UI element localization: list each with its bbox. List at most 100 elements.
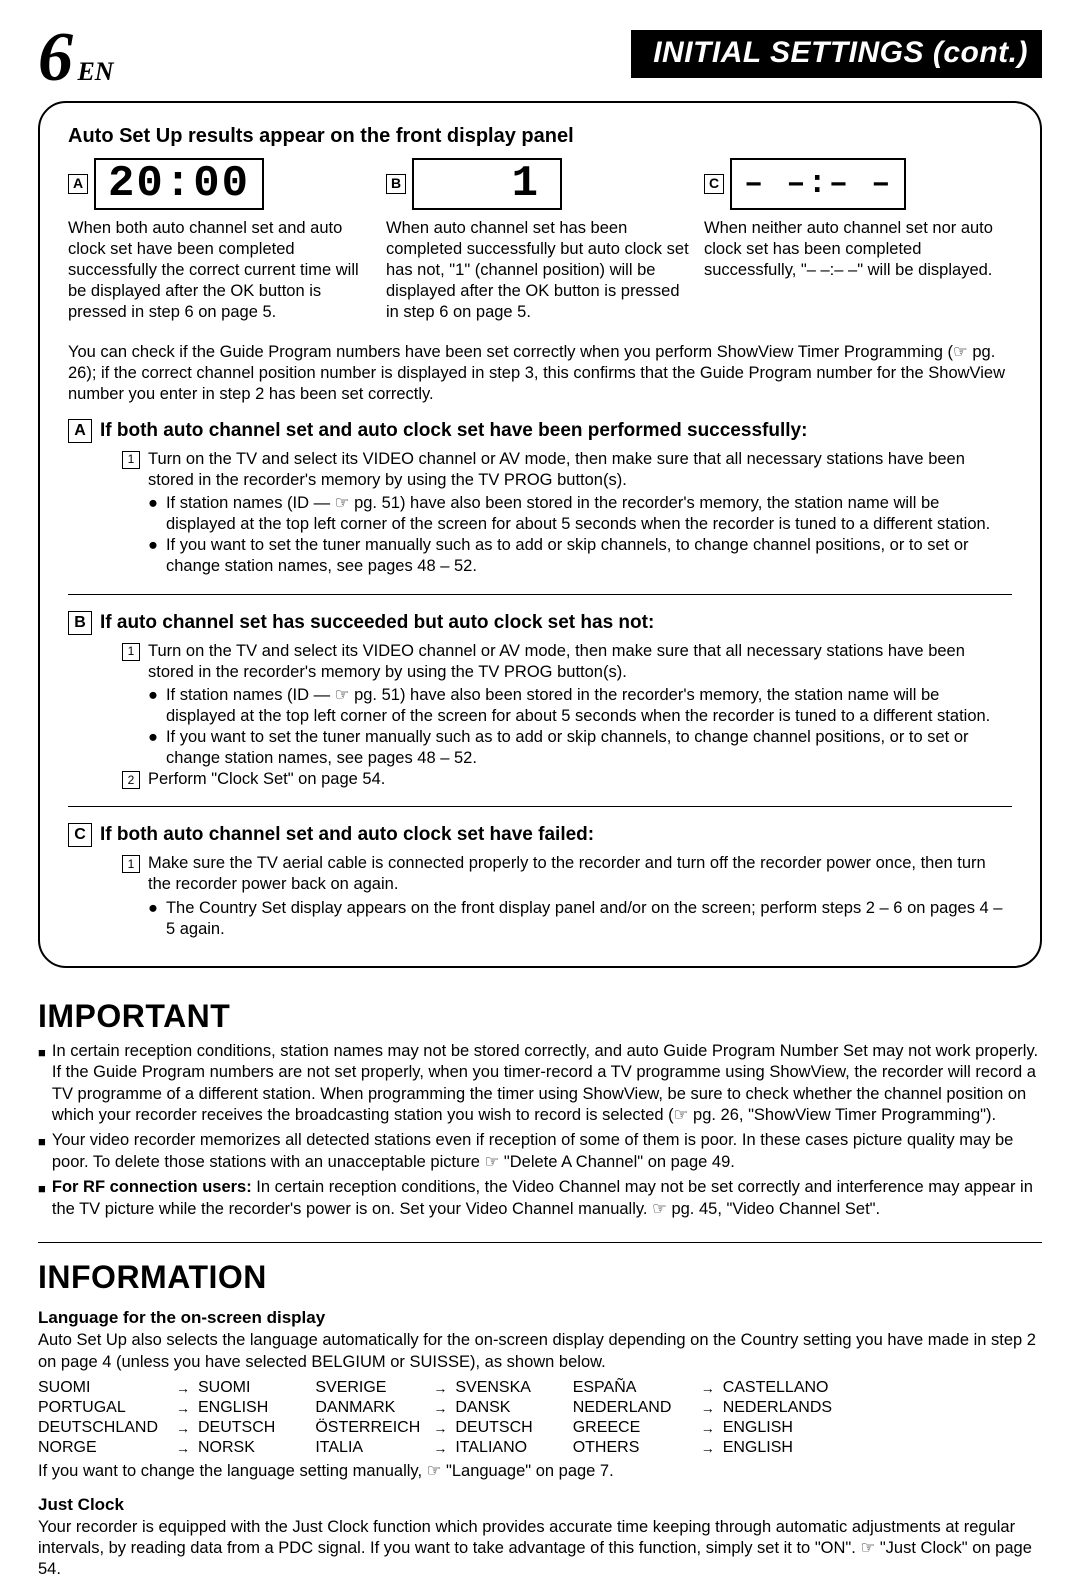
- section-b-title: If auto channel set has succeeded but au…: [100, 612, 654, 634]
- arrow-icon: →: [433, 1400, 447, 1416]
- arrow-icon: →: [176, 1420, 190, 1436]
- information-title: INFORMATION: [38, 1259, 1042, 1296]
- lang-l: SUOMI: [38, 1379, 168, 1397]
- letter-a: A: [68, 174, 88, 194]
- lang-r: ENGLISH: [198, 1399, 268, 1417]
- section-title-auto-setup: Auto Set Up results appear on the front …: [68, 125, 1012, 148]
- bullet-icon: ●: [148, 535, 158, 577]
- lang-r: ITALIANO: [455, 1439, 527, 1457]
- bullet-icon: ●: [148, 898, 158, 940]
- letter-c-head: C: [68, 823, 92, 847]
- letter-a-head: A: [68, 419, 92, 443]
- step-1-b: 1: [122, 643, 140, 661]
- section-b: B If auto channel set has succeeded but …: [68, 611, 1012, 791]
- letter-c: C: [704, 174, 724, 194]
- arrow-icon: →: [701, 1380, 715, 1396]
- lcd-a: 20:00: [94, 158, 264, 210]
- section-c: C If both auto channel set and auto cloc…: [68, 823, 1012, 939]
- letter-b: B: [386, 174, 406, 194]
- step-1-c: 1: [122, 855, 140, 873]
- bullet-icon: ●: [148, 493, 158, 535]
- step-1-a: 1: [122, 451, 140, 469]
- lcd-c: – –:– –: [730, 158, 906, 210]
- page-header: 6 EN INITIAL SETTINGS (cont.): [38, 30, 1042, 87]
- bullet-icon: ●: [148, 727, 158, 769]
- lang-r: SVENSKA: [455, 1379, 531, 1397]
- important-p3: For RF connection users: In certain rece…: [52, 1177, 1042, 1220]
- main-box: Auto Set Up results appear on the front …: [38, 101, 1042, 968]
- lang-r: ENGLISH: [723, 1419, 793, 1437]
- section-c-title: If both auto channel set and auto clock …: [100, 824, 594, 846]
- lang-l: DANMARK: [315, 1399, 425, 1417]
- arrow-icon: →: [176, 1400, 190, 1416]
- sec-a-step1: Turn on the TV and select its VIDEO chan…: [148, 449, 1012, 491]
- lang-r: CASTELLANO: [723, 1379, 829, 1397]
- important-p2: Your video recorder memorizes all detect…: [52, 1130, 1042, 1173]
- page-number-block: 6 EN: [38, 30, 114, 87]
- square-bullet-icon: ■: [38, 1045, 46, 1127]
- display-col-a: A 20:00 When both auto channel set and a…: [68, 158, 376, 324]
- display-row: A 20:00 When both auto channel set and a…: [68, 158, 1012, 324]
- display-col-b: B 1 When auto channel set has been compl…: [386, 158, 694, 324]
- lang-r: NORSK: [198, 1439, 255, 1457]
- display-desc-c: When neither auto channel set nor auto c…: [704, 218, 1012, 281]
- sec-b-b2: If you want to set the tuner manually su…: [166, 727, 1012, 769]
- sec-b-step1: Turn on the TV and select its VIDEO chan…: [148, 641, 1012, 683]
- lang-l: SVERIGE: [315, 1379, 425, 1397]
- lang-l: ÖSTERREICH: [315, 1419, 425, 1437]
- page-title: INITIAL SETTINGS (cont.): [631, 30, 1042, 78]
- sec-a-b1: If station names (ID — ☞ pg. 51) have al…: [166, 493, 1012, 535]
- arrow-icon: →: [701, 1420, 715, 1436]
- lang-l: NORGE: [38, 1439, 168, 1457]
- lang-r: SUOMI: [198, 1379, 250, 1397]
- lang-note: If you want to change the language setti…: [38, 1461, 1042, 1482]
- section-a-title: If both auto channel set and auto clock …: [100, 420, 807, 442]
- important-p1: In certain reception conditions, station…: [52, 1041, 1042, 1127]
- justclock-title: Just Clock: [38, 1495, 1042, 1515]
- arrow-icon: →: [701, 1400, 715, 1416]
- check-paragraph: You can check if the Guide Program numbe…: [68, 342, 1012, 405]
- arrow-icon: →: [701, 1440, 715, 1456]
- step-2-b: 2: [122, 771, 140, 789]
- page-number: 6: [38, 30, 73, 86]
- display-desc-a: When both auto channel set and auto cloc…: [68, 218, 376, 324]
- important-p3-bold: For RF connection users:: [52, 1178, 252, 1196]
- lang-r: DEUTSCH: [198, 1419, 275, 1437]
- sec-a-b2: If you want to set the tuner manually su…: [166, 535, 1012, 577]
- lang-col-3: ESPAÑA → CASTELLANO NEDERLAND → NEDERLANDS G…: [573, 1379, 832, 1457]
- arrow-icon: →: [433, 1440, 447, 1456]
- arrow-icon: →: [176, 1380, 190, 1396]
- lang-r: ENGLISH: [723, 1439, 793, 1457]
- display-col-c: C – –:– – When neither auto channel set …: [704, 158, 1012, 324]
- lang-col-2: SVERIGE → SVENSKA DANMARK → DANSK ÖSTERREICH…: [315, 1379, 532, 1457]
- lcd-b: 1: [412, 158, 562, 210]
- lang-l: PORTUGAL: [38, 1399, 168, 1417]
- lang-paragraph: Auto Set Up also selects the language au…: [38, 1330, 1042, 1373]
- lang-subtitle: Language for the on-screen display: [38, 1308, 1042, 1328]
- lang-l: OTHERS: [573, 1439, 693, 1457]
- lang-l: ESPAÑA: [573, 1379, 693, 1397]
- section-a: A If both auto channel set and auto cloc…: [68, 419, 1012, 578]
- divider: [68, 806, 1012, 807]
- language-table: SUOMI → SUOMI PORTUGAL → ENGLISH DEUTSCHLAND…: [38, 1379, 1042, 1457]
- lang-r: DEUTSCH: [455, 1419, 532, 1437]
- divider: [38, 1242, 1042, 1243]
- lang-l: NEDERLAND: [573, 1399, 693, 1417]
- bullet-icon: ●: [148, 685, 158, 727]
- lang-l: ITALIA: [315, 1439, 425, 1457]
- square-bullet-icon: ■: [38, 1181, 46, 1220]
- lang-l: DEUTSCHLAND: [38, 1419, 168, 1437]
- sec-c-step1: Make sure the TV aerial cable is connect…: [148, 853, 1012, 895]
- sec-b-step2: Perform "Clock Set" on page 54.: [148, 769, 385, 790]
- sec-b-b1: If station names (ID — ☞ pg. 51) have al…: [166, 685, 1012, 727]
- letter-b-head: B: [68, 611, 92, 635]
- lang-l: GREECE: [573, 1419, 693, 1437]
- justclock-paragraph: Your recorder is equipped with the Just …: [38, 1517, 1042, 1581]
- arrow-icon: →: [433, 1420, 447, 1436]
- lang-r: DANSK: [455, 1399, 510, 1417]
- divider: [68, 594, 1012, 595]
- sec-c-b1: The Country Set display appears on the f…: [166, 898, 1012, 940]
- arrow-icon: →: [176, 1440, 190, 1456]
- lang-r: NEDERLANDS: [723, 1399, 832, 1417]
- lang-col-1: SUOMI → SUOMI PORTUGAL → ENGLISH DEUTSCHLAND…: [38, 1379, 275, 1457]
